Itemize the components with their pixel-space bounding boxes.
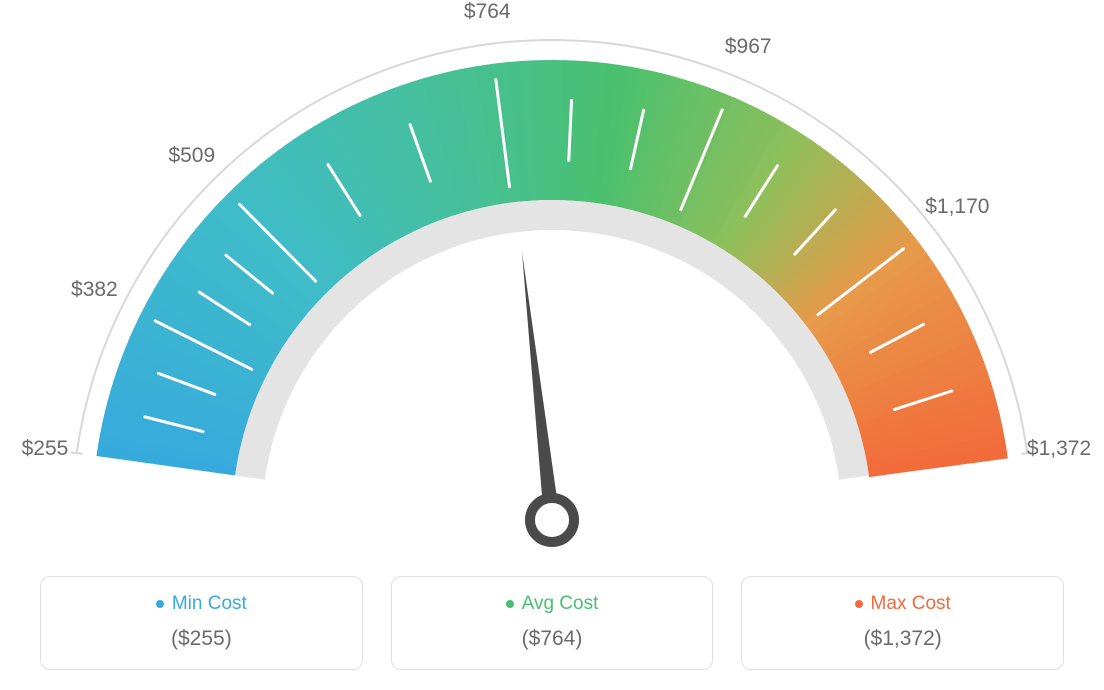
- legend-dot-min: [156, 600, 164, 608]
- legend-label-min: Min Cost: [172, 593, 247, 615]
- gauge-tick-label: $382: [71, 278, 118, 302]
- legend-dot-avg: [506, 600, 514, 608]
- legend-dot-max: [855, 600, 863, 608]
- gauge-tick-label: $1,170: [925, 195, 989, 219]
- chart-container: $255 $382 $509 $764 $967 $1,170 $1,372 Min Cos…: [0, 0, 1104, 690]
- gauge-chart: $255 $382 $509 $764 $967 $1,170 $1,372: [0, 0, 1104, 560]
- legend-value-min: ($255): [51, 627, 352, 651]
- gauge-tick-label: $764: [464, 0, 511, 24]
- legend-title-avg: Avg Cost: [506, 593, 599, 615]
- legend-label-max: Max Cost: [871, 593, 951, 615]
- legend-card-avg: Avg Cost ($764): [391, 576, 714, 670]
- legend-value-max: ($1,372): [752, 627, 1053, 651]
- gauge-tick-label: $1,372: [1027, 437, 1091, 461]
- legend-card-min: Min Cost ($255): [40, 576, 363, 670]
- legend-row: Min Cost ($255) Avg Cost ($764) Max Cost…: [40, 576, 1064, 670]
- legend-title-max: Max Cost: [855, 593, 951, 615]
- legend-value-avg: ($764): [402, 627, 703, 651]
- gauge-tick-label: $255: [22, 437, 69, 461]
- legend-title-min: Min Cost: [156, 593, 247, 615]
- gauge-tick-label: $509: [168, 144, 215, 168]
- gauge-svg: [0, 0, 1104, 560]
- legend-card-max: Max Cost ($1,372): [741, 576, 1064, 670]
- legend-label-avg: Avg Cost: [522, 593, 599, 615]
- gauge-tick-label: $967: [725, 35, 772, 59]
